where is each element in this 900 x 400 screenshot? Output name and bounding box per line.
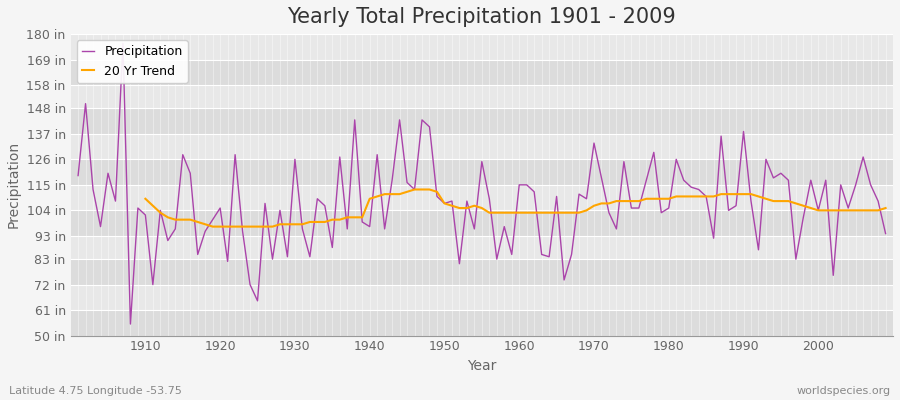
Bar — [70, 159, 893, 185]
Bar — [70, 185, 893, 210]
Precipitation — [73, 173, 84, 178]
Bar — [70, 285, 893, 310]
Bar — [70, 259, 893, 285]
20 Yr Trend — [290, 222, 301, 227]
Bar — [70, 108, 893, 134]
Bar — [70, 134, 893, 159]
Y-axis label: Precipitation: Precipitation — [7, 141, 21, 228]
20 Yr Trend — [320, 220, 330, 224]
20 Yr Trend — [207, 224, 218, 229]
20 Yr Trend — [596, 201, 607, 206]
20 Yr Trend — [410, 187, 420, 192]
Text: Latitude 4.75 Longitude -53.75: Latitude 4.75 Longitude -53.75 — [9, 386, 182, 396]
Legend: Precipitation, 20 Yr Trend: Precipitation, 20 Yr Trend — [76, 40, 187, 82]
Precipitation — [125, 322, 136, 326]
Title: Yearly Total Precipitation 1901 - 2009: Yearly Total Precipitation 1901 - 2009 — [287, 7, 676, 27]
20 Yr Trend — [858, 208, 868, 213]
Precipitation — [118, 41, 129, 46]
Line: 20 Yr Trend: 20 Yr Trend — [146, 190, 886, 227]
Precipitation — [529, 190, 540, 194]
Precipitation — [521, 182, 532, 187]
X-axis label: Year: Year — [467, 359, 497, 373]
20 Yr Trend — [835, 208, 846, 213]
Precipitation — [880, 231, 891, 236]
Precipitation — [148, 282, 158, 287]
Bar — [70, 85, 893, 108]
Precipitation — [312, 196, 323, 201]
Precipitation — [618, 159, 629, 164]
20 Yr Trend — [536, 210, 547, 215]
Bar — [70, 236, 893, 259]
Bar — [70, 210, 893, 236]
20 Yr Trend — [880, 206, 891, 210]
20 Yr Trend — [140, 196, 151, 201]
Bar — [70, 310, 893, 336]
Line: Precipitation: Precipitation — [78, 43, 886, 324]
Bar — [70, 60, 893, 85]
Text: worldspecies.org: worldspecies.org — [796, 386, 891, 396]
Bar — [70, 34, 893, 60]
Precipitation — [356, 220, 367, 224]
